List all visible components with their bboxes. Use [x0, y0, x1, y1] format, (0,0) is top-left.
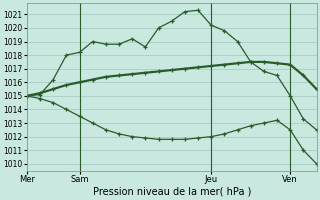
- X-axis label: Pression niveau de la mer( hPa ): Pression niveau de la mer( hPa ): [92, 187, 251, 197]
